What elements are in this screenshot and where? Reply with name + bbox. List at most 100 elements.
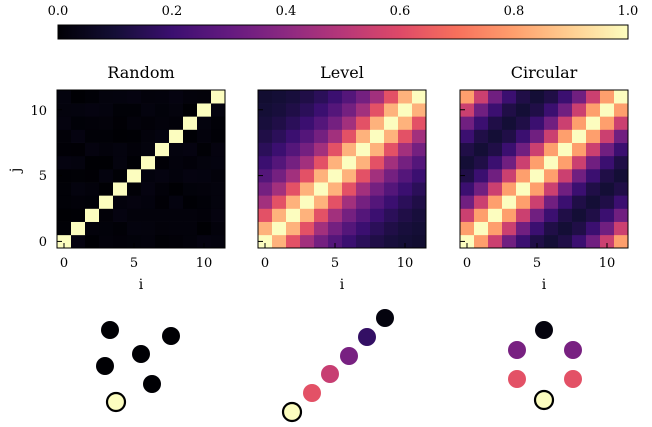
x-axis-label: i bbox=[139, 277, 144, 293]
heatmap-cell bbox=[85, 142, 100, 157]
heatmap-cell bbox=[356, 169, 371, 183]
heatmap-cell bbox=[57, 116, 72, 130]
heatmap-cell bbox=[169, 221, 184, 236]
heatmap-cell bbox=[586, 221, 601, 236]
heatmap-cell bbox=[460, 129, 475, 143]
level-points-diagram bbox=[281, 309, 394, 423]
heatmap-cell bbox=[272, 195, 287, 209]
heatmap-cell bbox=[370, 221, 385, 236]
heatmap-cell bbox=[474, 208, 489, 222]
heatmap-cell bbox=[488, 208, 503, 222]
heatmap-cell bbox=[398, 155, 413, 170]
heatmap-cell bbox=[384, 103, 399, 117]
heatmap-cell bbox=[572, 221, 587, 236]
heatmap-cell bbox=[558, 208, 573, 222]
heatmap-cell bbox=[272, 90, 287, 104]
heatmap-cell bbox=[544, 103, 559, 117]
heatmap-cell bbox=[544, 169, 559, 183]
heatmap-cell bbox=[384, 169, 399, 183]
heatmap-cell bbox=[300, 221, 315, 236]
heatmap-cell bbox=[155, 208, 170, 222]
heatmap-cell bbox=[398, 221, 413, 236]
heatmap-cell bbox=[155, 129, 170, 143]
heatmap-cell bbox=[141, 182, 156, 196]
heatmap-cell bbox=[572, 182, 587, 196]
heatmap-cell bbox=[516, 155, 531, 170]
circular-points-diagram bbox=[508, 321, 582, 411]
heatmap-cell bbox=[141, 234, 156, 249]
heatmap-cell bbox=[300, 116, 315, 130]
heatmap-cell bbox=[384, 195, 399, 209]
colorbar-fill bbox=[57, 24, 629, 40]
y-axis-label: j bbox=[8, 168, 24, 174]
point bbox=[96, 357, 114, 375]
heatmap-cell bbox=[183, 129, 198, 143]
heatmap-cell bbox=[460, 169, 475, 183]
heatmap-cell bbox=[57, 142, 72, 157]
heatmap-cell bbox=[183, 234, 198, 249]
heatmap-cell bbox=[272, 208, 287, 222]
heatmap-cell bbox=[558, 129, 573, 143]
heatmap-cell bbox=[197, 182, 212, 196]
heatmap-cell bbox=[558, 221, 573, 236]
heatmap-cell bbox=[488, 90, 503, 104]
heatmap-cell bbox=[85, 208, 100, 222]
heatmap-cell bbox=[614, 221, 629, 236]
heatmap-cell bbox=[356, 221, 371, 236]
heatmap-cell bbox=[384, 234, 399, 249]
heatmap-cell bbox=[141, 103, 156, 117]
heatmap-cell bbox=[258, 142, 273, 157]
heatmap-cell bbox=[474, 155, 489, 170]
x-tick-label: 5 bbox=[331, 256, 339, 271]
heatmap-cell bbox=[258, 169, 273, 183]
point bbox=[564, 370, 582, 388]
heatmap-cell bbox=[286, 182, 301, 196]
heatmap-cell bbox=[155, 234, 170, 249]
heatmap-cell bbox=[127, 169, 142, 183]
point bbox=[564, 341, 582, 359]
heatmap-cell bbox=[342, 103, 357, 117]
y-tick-label: 0 bbox=[39, 235, 47, 250]
heatmap-cell bbox=[272, 182, 287, 196]
heatmap-cell bbox=[211, 182, 226, 196]
point bbox=[143, 375, 161, 393]
heatmap-cell bbox=[460, 116, 475, 130]
heatmap-cell bbox=[614, 155, 629, 170]
heatmap-cell bbox=[398, 182, 413, 196]
heatmap-cell bbox=[141, 155, 156, 170]
heatmap-cell bbox=[286, 155, 301, 170]
heatmap-cell bbox=[197, 169, 212, 183]
heatmap-cell bbox=[530, 103, 545, 117]
heatmap-cell bbox=[488, 182, 503, 196]
heatmap-cell bbox=[460, 142, 475, 157]
heatmap-cell bbox=[314, 182, 329, 196]
point bbox=[162, 327, 180, 345]
heatmap-cell bbox=[272, 221, 287, 236]
heatmap-cell bbox=[258, 221, 273, 236]
heatmap-cell bbox=[558, 90, 573, 104]
heatmap-cell bbox=[328, 90, 343, 104]
heatmap-cell bbox=[85, 221, 100, 236]
heatmap-cell bbox=[342, 90, 357, 104]
x-tick-label: 10 bbox=[599, 256, 616, 271]
heatmap-cell bbox=[71, 208, 86, 222]
heatmap-cell bbox=[342, 129, 357, 143]
heatmap-cell bbox=[155, 169, 170, 183]
heatmap-cell bbox=[558, 142, 573, 157]
heatmap-cell bbox=[370, 169, 385, 183]
heatmap-cell bbox=[558, 234, 573, 249]
heatmap-cell bbox=[99, 116, 114, 130]
heatmap-cell bbox=[99, 90, 114, 104]
heatmap-cell bbox=[586, 182, 601, 196]
heatmap-cell bbox=[211, 90, 226, 104]
heatmap-cell bbox=[300, 155, 315, 170]
heatmap-cell bbox=[530, 221, 545, 236]
heatmap-cell bbox=[614, 129, 629, 143]
heatmap-cell bbox=[211, 103, 226, 117]
heatmap-cell bbox=[384, 155, 399, 170]
heatmap-cell bbox=[113, 182, 128, 196]
heatmap-cell bbox=[197, 155, 212, 170]
heatmap-cell bbox=[169, 142, 184, 157]
heatmap-cell bbox=[342, 116, 357, 130]
heatmap-cell bbox=[474, 129, 489, 143]
